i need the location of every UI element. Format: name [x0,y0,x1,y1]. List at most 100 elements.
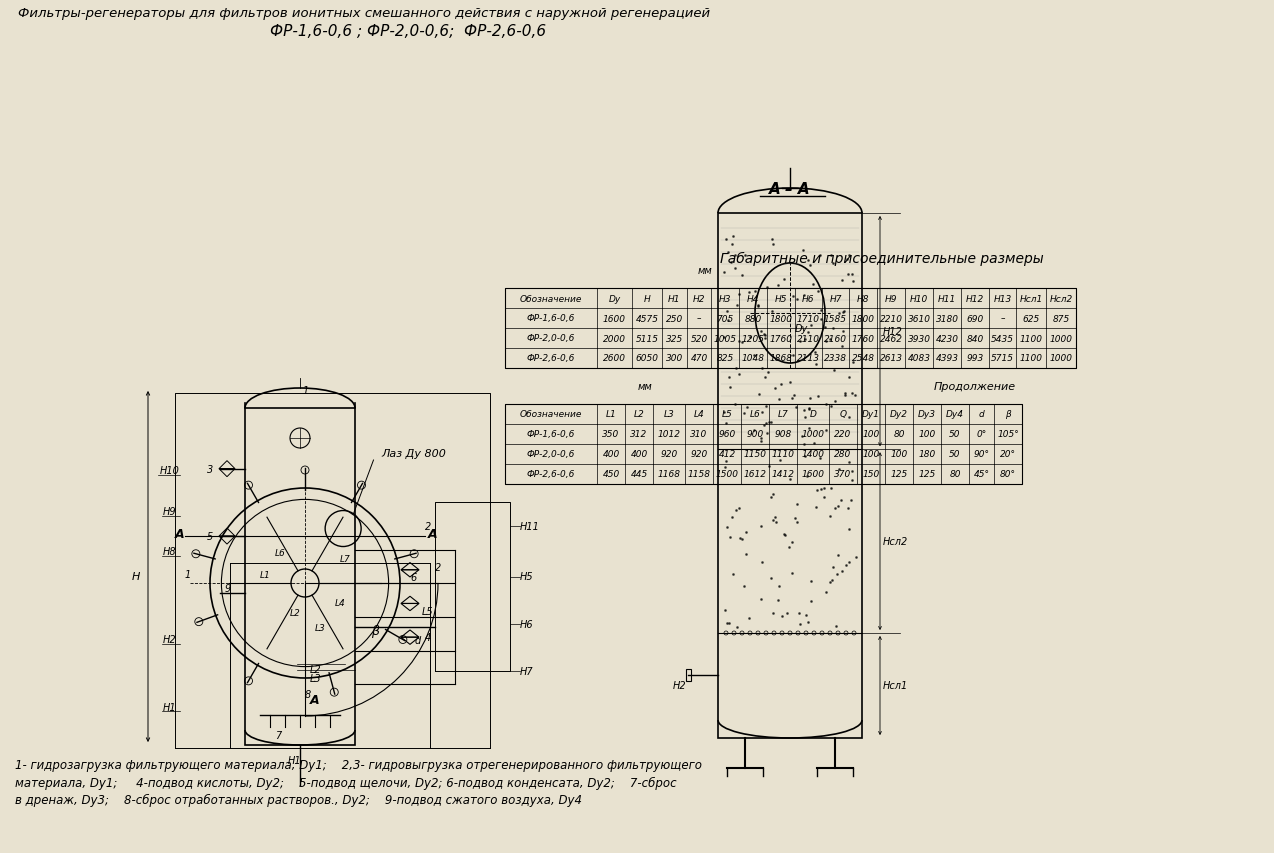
Text: 690: 690 [967,314,984,323]
Text: A: A [428,527,438,540]
Text: 1205: 1205 [741,334,764,343]
Text: 180: 180 [919,450,935,459]
Text: ФР-1,6-0,6: ФР-1,6-0,6 [527,314,575,323]
Text: в дренаж, Dy3;    8-сброс отработанных растворов., Dy2;    9-подвод сжатого возд: в дренаж, Dy3; 8-сброс отработанных раст… [15,792,582,805]
Text: 1600: 1600 [603,314,626,323]
Text: 2462: 2462 [879,334,902,343]
Text: 1: 1 [303,386,310,396]
Text: H7: H7 [520,666,534,676]
Text: 400: 400 [603,450,619,459]
Text: 2: 2 [434,562,441,572]
Text: 1005: 1005 [713,334,736,343]
Text: H2: H2 [693,294,706,303]
Text: L4: L4 [693,410,705,419]
Text: L1: L1 [260,571,271,580]
Text: 2338: 2338 [824,354,847,363]
Text: H6: H6 [520,619,534,629]
Text: 450: 450 [603,470,619,479]
Text: H6: H6 [803,294,815,303]
Text: 220: 220 [834,430,851,439]
Text: L7: L7 [340,554,350,563]
Text: H1: H1 [669,294,680,303]
Text: H7: H7 [829,294,842,303]
Text: 350: 350 [603,430,619,439]
Text: 5: 5 [206,531,213,542]
Text: Q: Q [840,410,846,419]
Text: ФР-2,6-0,6: ФР-2,6-0,6 [527,470,575,479]
Text: 1600: 1600 [801,470,824,479]
Text: H10: H10 [161,466,180,476]
Text: 100: 100 [919,430,935,439]
Text: 900: 900 [747,430,763,439]
Text: H2: H2 [673,680,687,690]
Text: H: H [131,572,140,582]
Text: ФР-2,0-0,6: ФР-2,0-0,6 [527,450,575,459]
Text: H12: H12 [883,327,903,337]
Text: H1: H1 [163,703,177,712]
Text: A: A [175,527,185,540]
Text: Dy2: Dy2 [891,410,908,419]
Text: A: A [310,693,320,706]
Text: 1100: 1100 [1019,334,1042,343]
Text: 4083: 4083 [907,354,930,363]
Text: 125: 125 [891,470,907,479]
Text: L6: L6 [749,410,761,419]
Text: 1- гидрозагрузка фильтрующего материала, Dy1;    2,3- гидровыгрузка отрегенериро: 1- гидрозагрузка фильтрующего материала,… [15,758,702,772]
Text: 3930: 3930 [907,334,930,343]
Text: 705: 705 [716,314,734,323]
Text: 1612: 1612 [744,470,767,479]
Text: 2113: 2113 [798,354,820,363]
Text: 412: 412 [719,450,735,459]
Bar [505,288,1077,368]
Text: 880: 880 [744,314,762,323]
Text: 1585: 1585 [824,314,847,323]
Text: Нсл1: Нсл1 [883,681,908,691]
Text: 100: 100 [891,450,907,459]
Text: 1168: 1168 [657,470,680,479]
Text: d: d [978,410,985,419]
Text: 3180: 3180 [935,314,958,323]
Text: 5435: 5435 [991,334,1014,343]
Text: Dy4: Dy4 [947,410,964,419]
Text: 5115: 5115 [636,334,659,343]
Text: 908: 908 [775,430,791,439]
Text: мм: мм [698,265,712,276]
Text: 520: 520 [691,334,707,343]
Text: L3: L3 [664,410,674,419]
Text: 840: 840 [967,334,984,343]
Text: 80: 80 [949,470,961,479]
Text: ФР-1,6-0,6: ФР-1,6-0,6 [527,430,575,439]
Text: 0°: 0° [976,430,986,439]
Text: 150: 150 [862,470,879,479]
Text: Лаз Ду 800: Лаз Ду 800 [381,449,446,458]
Text: А – А: А – А [769,182,810,196]
Text: 9: 9 [225,583,232,594]
Text: 625: 625 [1022,314,1040,323]
Text: 310: 310 [691,430,707,439]
Text: 470: 470 [691,354,707,363]
Text: D: D [809,410,817,419]
Text: 80°: 80° [1000,470,1015,479]
Text: 1500: 1500 [716,470,739,479]
Text: 1012: 1012 [657,430,680,439]
Text: H11: H11 [520,521,540,531]
Text: Dy3: Dy3 [919,410,936,419]
Text: 960: 960 [719,430,735,439]
Text: d: d [414,635,420,645]
Circle shape [290,569,318,597]
Text: 4: 4 [426,632,432,642]
Text: Обозначение: Обозначение [520,294,582,303]
Text: 1110: 1110 [772,450,795,459]
Text: материала, Dy1;     4-подвод кислоты, Dy2;    5-подвод щелочи, Dy2; 6-подвод кон: материала, Dy1; 4-подвод кислоты, Dy2; 5… [15,775,676,789]
Text: 45°: 45° [973,470,990,479]
Text: ФР-1,6-0,6 ; ФР-2,0-0,6;  ФР-2,6-0,6: ФР-1,6-0,6 ; ФР-2,0-0,6; ФР-2,6-0,6 [270,24,547,38]
Bar [685,670,691,682]
Bar [245,409,355,746]
Text: 5715: 5715 [991,354,1014,363]
Text: 400: 400 [631,450,647,459]
Text: L2: L2 [310,664,321,674]
Text: Продолжение: Продолжение [934,381,1017,392]
Text: 993: 993 [967,354,984,363]
Text: 312: 312 [631,430,647,439]
Text: 125: 125 [919,470,935,479]
